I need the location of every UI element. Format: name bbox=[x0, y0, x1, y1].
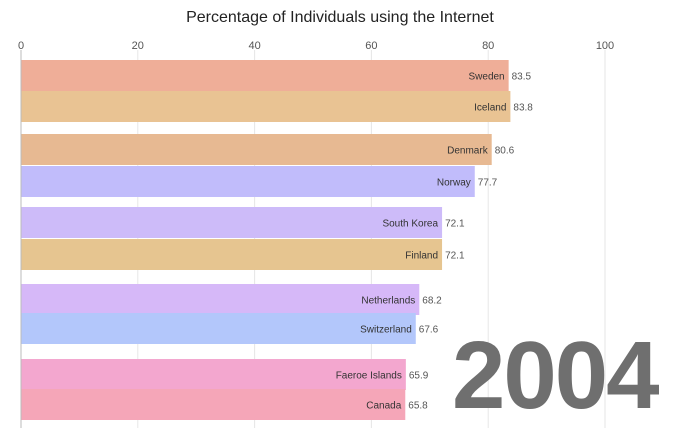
bar-category-label: Iceland bbox=[474, 103, 506, 114]
bar-value-label: 77.7 bbox=[478, 178, 498, 189]
bar-value-label: 72.1 bbox=[445, 219, 465, 230]
bar-value-label: 72.1 bbox=[445, 251, 465, 262]
x-tick-label: 0 bbox=[18, 40, 24, 52]
x-tick-label: 20 bbox=[132, 40, 144, 52]
year-label: 2004 bbox=[452, 322, 660, 429]
bar-value-label: 65.8 bbox=[408, 401, 428, 412]
bar bbox=[21, 389, 406, 420]
x-tick-label: 40 bbox=[248, 40, 260, 52]
bar bbox=[21, 166, 475, 197]
chart-title: Percentage of Individuals using the Inte… bbox=[186, 9, 494, 26]
bar bbox=[21, 91, 511, 122]
x-tick-label: 80 bbox=[482, 40, 494, 52]
bar-category-label: Switzerland bbox=[360, 325, 412, 336]
bar bbox=[21, 284, 420, 315]
bar-value-label: 83.8 bbox=[513, 103, 533, 114]
bar-value-label: 67.6 bbox=[419, 325, 439, 336]
bar-value-label: 68.2 bbox=[422, 296, 442, 307]
bar-category-label: Denmark bbox=[447, 146, 489, 157]
bar-category-label: Netherlands bbox=[361, 296, 415, 307]
bar-category-label: South Korea bbox=[382, 219, 438, 230]
bar-value-label: 65.9 bbox=[409, 371, 429, 382]
x-tick-label: 60 bbox=[365, 40, 377, 52]
bar bbox=[21, 313, 416, 344]
bar-category-label: Norway bbox=[437, 178, 471, 189]
bar bbox=[21, 359, 406, 390]
x-tick-label: 100 bbox=[596, 40, 614, 52]
bar bbox=[21, 239, 443, 270]
bar-category-label: Canada bbox=[366, 401, 401, 412]
bar-value-label: 83.5 bbox=[512, 72, 532, 83]
bar-category-label: Faeroe Islands bbox=[336, 371, 402, 382]
bar bbox=[21, 60, 509, 91]
bar bbox=[21, 134, 492, 165]
bar bbox=[21, 207, 443, 238]
bar-value-label: 80.6 bbox=[495, 146, 515, 157]
bar-category-label: Finland bbox=[405, 251, 438, 262]
bar-category-label: Sweden bbox=[468, 72, 504, 83]
